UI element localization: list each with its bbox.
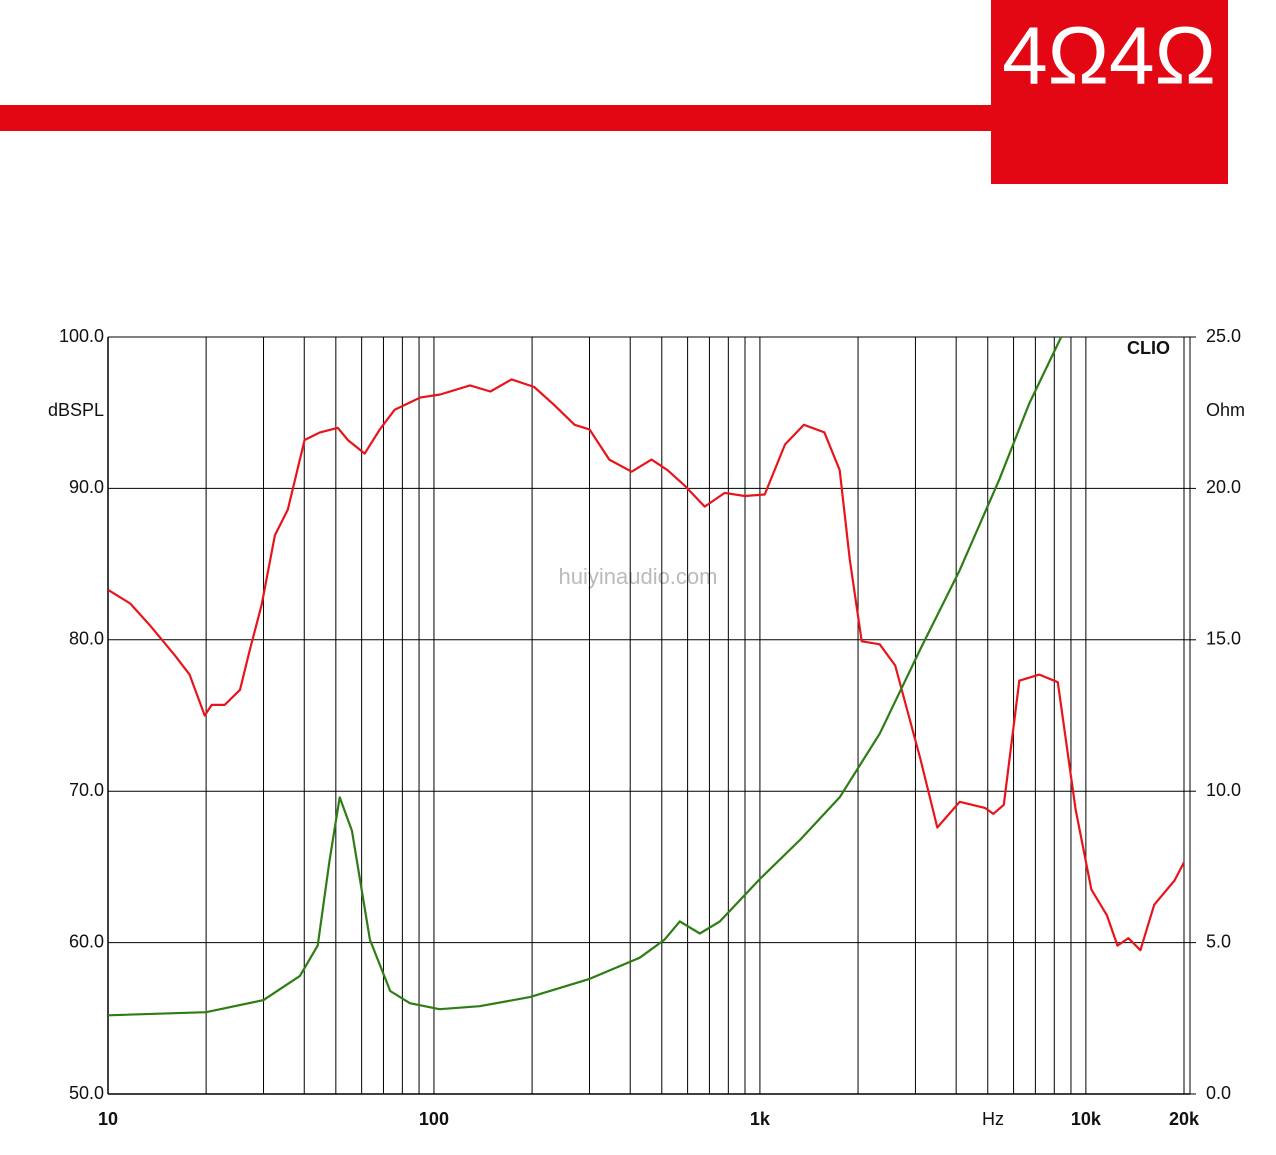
x-tick-label: 10 [98, 1109, 118, 1129]
x-axis-label: Hz [982, 1109, 1004, 1129]
logo: 4Ω4Ω [1002, 11, 1216, 102]
y-tick-label: 70.0 [69, 780, 104, 800]
y2-tick-label: 25.0 [1206, 326, 1241, 346]
y2-tick-label: 15.0 [1206, 629, 1241, 649]
brand-label: CLIO [1127, 338, 1170, 358]
x-tick-label: 20k [1169, 1109, 1200, 1129]
plot-area [108, 336, 1185, 1017]
y-tick-label: 90.0 [69, 477, 104, 497]
header-band [0, 105, 995, 131]
x-tick-label: 1k [750, 1109, 771, 1129]
y-axis-label: dBSPL [48, 400, 104, 420]
y2-tick-label: 10.0 [1206, 780, 1241, 800]
y-tick-label: 80.0 [69, 629, 104, 649]
y-tick-label: 100.0 [59, 326, 104, 346]
y-tick-label: 60.0 [69, 931, 104, 951]
watermark: huiyinaudio.com [559, 564, 718, 589]
y2-tick-label: 0.0 [1206, 1083, 1231, 1103]
logo-box [991, 0, 1228, 184]
y2-tick-label: 5.0 [1206, 931, 1231, 951]
y2-axis-label: Ohm [1206, 400, 1245, 420]
y-tick-label: 50.0 [69, 1083, 104, 1103]
series-line [108, 336, 1063, 1017]
x-tick-label: 10k [1071, 1109, 1102, 1129]
x-tick-label: 100 [419, 1109, 449, 1129]
series-line [108, 378, 1185, 952]
y2-tick-label: 20.0 [1206, 477, 1241, 497]
